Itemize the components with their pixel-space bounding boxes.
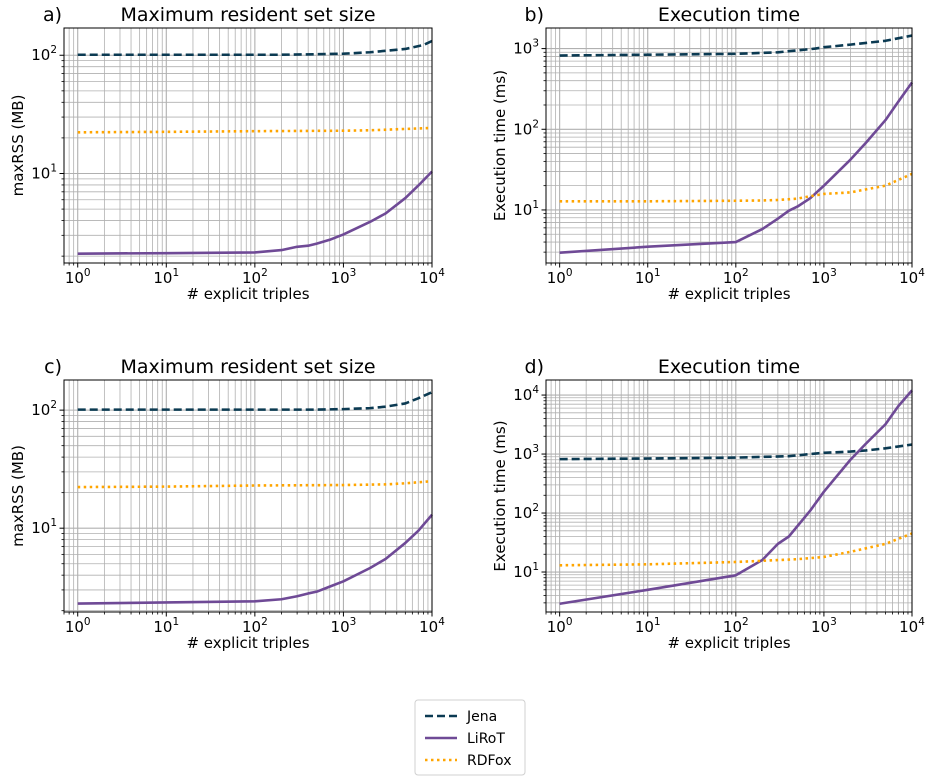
axes-frame [63, 27, 433, 264]
axes-frame [545, 27, 913, 264]
x-tick-label: 104 [419, 616, 445, 636]
grid [63, 380, 433, 612]
x-tick-label: 101 [153, 616, 179, 636]
x-tick-label: 102 [242, 616, 268, 636]
y-tick-label: 103 [513, 38, 539, 58]
x-tick-label: 100 [547, 616, 573, 636]
legend-box [414, 699, 526, 776]
panel-letter: c) [44, 356, 62, 378]
y-tick-label: 102 [513, 118, 539, 138]
y-tick-label: 101 [31, 517, 57, 537]
x-tick-label: 100 [65, 267, 91, 287]
grid [545, 380, 913, 612]
chart-title: Maximum resident set size [120, 4, 375, 26]
x-tick-label: 104 [899, 616, 925, 636]
series-line-jena [77, 39, 433, 57]
y-axis-label: maxRSS (MB) [9, 95, 27, 197]
series-line-lirot [77, 170, 433, 255]
series-line-lirot [559, 389, 913, 606]
x-tick-label: 100 [65, 616, 91, 636]
y-tick-label: 102 [513, 502, 539, 522]
x-tick-label: 103 [331, 267, 357, 287]
x-axis-label: # explicit triples [186, 285, 309, 303]
x-tick-label: 102 [723, 267, 749, 287]
x-tick-label: 103 [811, 267, 837, 287]
x-tick-label: 101 [635, 616, 661, 636]
chart-title: Execution time [658, 356, 800, 378]
chart-title: Maximum resident set size [120, 356, 375, 378]
legend: Jena LiRoT RDFox [414, 699, 526, 776]
x-axis-label: # explicit triples [186, 634, 309, 652]
series-line-jena [559, 443, 913, 461]
series-line-rdfox [77, 126, 433, 134]
x-tick-label: 102 [723, 616, 749, 636]
x-tick-label: 101 [153, 267, 179, 287]
legend-label-jena: Jena [466, 709, 497, 725]
panel-letter: a) [43, 4, 62, 26]
y-tick-label: 102 [31, 399, 57, 419]
grid [63, 28, 433, 263]
x-tick-label: 102 [242, 267, 268, 287]
panel-d: 100 101 102 103 104 101 102 103 104 # explicit tr… [491, 356, 925, 652]
y-tick-label: 101 [31, 162, 57, 182]
grid [545, 28, 913, 263]
panel-letter: d) [525, 356, 544, 378]
series-line-jena [559, 34, 913, 57]
panel-letter: b) [525, 4, 544, 26]
y-tick-label: 103 [513, 443, 539, 463]
x-axis-label: # explicit triples [667, 285, 790, 303]
x-tick-label: 104 [419, 267, 445, 287]
panel-b: 100 101 102 103 104 101 102 103 # explicit tripl… [491, 4, 925, 303]
y-axis-label: Execution time (ms) [491, 70, 509, 221]
series-line-lirot [77, 513, 433, 605]
series-line-rdfox [77, 479, 433, 489]
x-tick-label: 103 [811, 616, 837, 636]
y-axis-label: Execution time (ms) [491, 420, 509, 571]
axes-frame [545, 379, 913, 613]
y-tick-label: 102 [31, 44, 57, 64]
x-axis-label: # explicit triples [667, 634, 790, 652]
legend-label-rdfox: RDFox [467, 753, 511, 769]
y-tick-label: 101 [513, 199, 539, 219]
series-line-jena [77, 390, 433, 411]
x-tick-label: 101 [635, 267, 661, 287]
x-tick-label: 103 [331, 616, 357, 636]
axes-frame [63, 379, 433, 613]
legend-label-lirot: LiRoT [467, 731, 505, 747]
chart-title: Execution time [658, 4, 800, 26]
y-axis-label: maxRSS (MB) [9, 445, 27, 547]
series-line-lirot [559, 81, 914, 255]
x-tick-label: 104 [899, 267, 925, 287]
y-tick-label: 101 [513, 561, 539, 581]
x-tick-label: 100 [547, 267, 573, 287]
y-tick-label: 104 [513, 384, 539, 404]
